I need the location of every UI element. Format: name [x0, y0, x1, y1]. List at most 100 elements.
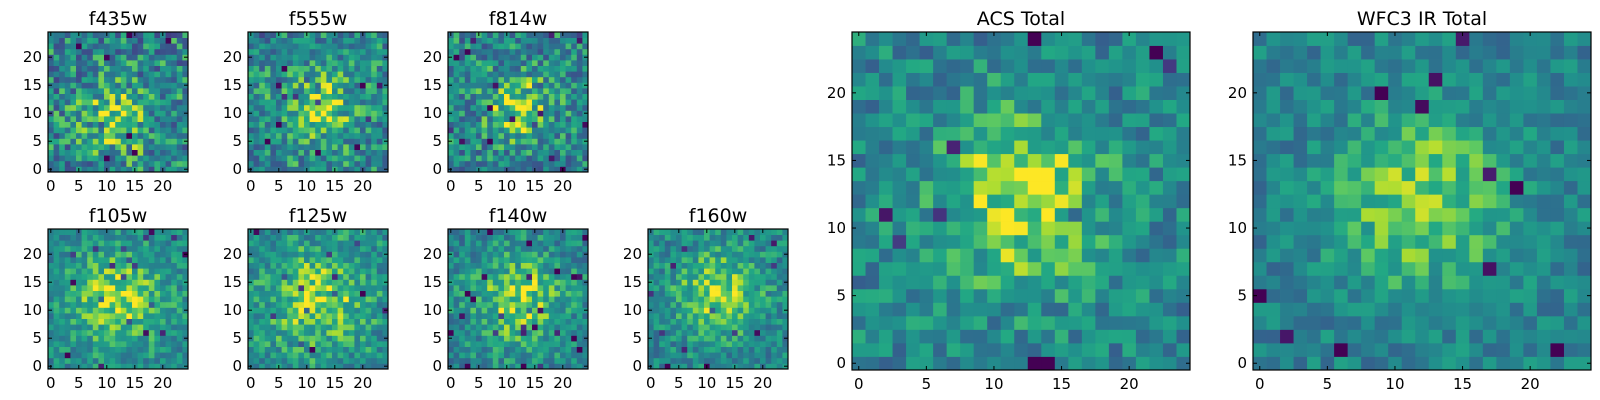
heatmap-cell — [98, 234, 105, 241]
heatmap-cell — [748, 262, 755, 269]
heatmap-cell — [337, 335, 344, 342]
heatmap-cell — [476, 285, 482, 291]
heatmap-cell — [526, 357, 533, 364]
heatmap-cell — [576, 245, 583, 252]
heatmap-cell — [782, 341, 789, 347]
heatmap-cell — [87, 245, 94, 252]
heatmap-cell — [53, 273, 60, 280]
heatmap-cell — [453, 82, 460, 89]
heatmap-cell — [148, 37, 155, 44]
heatmap-cell — [659, 234, 666, 241]
heatmap-cell — [298, 324, 305, 331]
heatmap-cell — [120, 166, 127, 173]
heatmap-cell — [453, 43, 460, 50]
heatmap-cell — [165, 93, 172, 100]
heatmap-cell — [565, 313, 572, 319]
heatmap-cell — [709, 307, 716, 314]
heatmap-cell — [509, 324, 516, 331]
heatmap-cell — [543, 285, 550, 291]
heatmap-cell — [492, 346, 499, 353]
heatmap-cell — [470, 93, 477, 100]
heatmap-cell — [264, 290, 271, 297]
heatmap-cell — [470, 313, 477, 319]
heatmap-cell — [1054, 275, 1069, 290]
x-tick-label: 10 — [297, 177, 316, 195]
heatmap-cell — [732, 273, 738, 280]
heatmap-cell — [704, 279, 710, 286]
heatmap-cell — [160, 285, 166, 291]
heatmap-cell — [554, 290, 561, 297]
heatmap-cell — [298, 127, 305, 134]
heatmap-cell — [743, 318, 750, 325]
heatmap-cell — [720, 245, 727, 252]
heatmap-cell — [53, 166, 60, 173]
heatmap-cell — [548, 60, 555, 66]
heatmap-cell — [298, 93, 305, 100]
heatmap-cell — [526, 60, 533, 66]
heatmap-cell — [104, 313, 110, 319]
heatmap-cell — [248, 76, 254, 83]
heatmap-cell — [98, 37, 105, 44]
heatmap-cell — [315, 43, 322, 50]
heatmap-cell — [571, 132, 578, 139]
heatmap-cell — [354, 245, 361, 252]
heatmap-cell — [109, 32, 116, 38]
heatmap-cell — [115, 104, 122, 111]
heatmap-cell — [748, 313, 755, 319]
heatmap-cell — [582, 234, 589, 241]
heatmap-cell — [165, 352, 172, 359]
heatmap-cell — [309, 48, 316, 55]
heatmap-cell — [520, 155, 527, 162]
heatmap-cell — [248, 160, 254, 167]
heatmap-cell — [532, 346, 538, 353]
heatmap-cell — [354, 346, 361, 353]
heatmap-cell — [470, 166, 477, 173]
heatmap-cell — [59, 363, 66, 370]
heatmap-cell — [582, 240, 589, 247]
heatmap-cell — [154, 329, 161, 336]
heatmap-cell — [326, 166, 333, 173]
heatmap-cell — [115, 149, 122, 156]
heatmap-cell — [852, 261, 866, 276]
heatmap-cell — [354, 357, 361, 364]
heatmap-cell — [104, 240, 110, 247]
heatmap-cell — [543, 262, 550, 269]
heatmap-cell — [659, 290, 666, 297]
heatmap-cell — [376, 352, 383, 359]
heatmap-cell — [287, 234, 294, 241]
heatmap-cell — [498, 279, 505, 286]
heatmap-cell — [315, 240, 322, 247]
heatmap-cell — [946, 288, 961, 303]
heatmap-cell — [720, 262, 727, 269]
heatmap-cell — [653, 279, 660, 286]
heatmap-cell — [48, 127, 54, 134]
heatmap-cell — [498, 234, 505, 241]
heatmap-cell — [126, 132, 133, 139]
heatmap-cell — [182, 32, 189, 38]
heatmap-cell — [504, 144, 510, 150]
heatmap-cell — [337, 54, 344, 61]
heatmap-cell — [382, 155, 389, 162]
heatmap-cell — [371, 32, 378, 38]
heatmap-cell — [154, 54, 161, 61]
heatmap-cell — [743, 262, 750, 269]
heatmap-cell — [59, 273, 66, 280]
heatmap-cell — [270, 279, 277, 286]
heatmap-cell — [960, 180, 975, 195]
heatmap-cell — [92, 104, 99, 111]
heatmap-cell — [53, 229, 60, 235]
heatmap-cell — [115, 229, 122, 235]
heatmap-cell — [565, 268, 572, 275]
heatmap-cell — [692, 251, 699, 258]
heatmap-cell — [165, 160, 172, 167]
heatmap-cell — [459, 307, 466, 314]
heatmap-cell — [70, 262, 77, 269]
heatmap-cell — [1054, 248, 1069, 263]
y-tick-label: 5 — [232, 132, 242, 150]
heatmap-cell — [470, 290, 477, 297]
heatmap-cell — [470, 363, 477, 370]
heatmap-cell — [171, 110, 178, 117]
axes-frame — [447, 228, 589, 370]
heatmap-cell — [571, 149, 578, 156]
heatmap-cell — [571, 262, 578, 269]
